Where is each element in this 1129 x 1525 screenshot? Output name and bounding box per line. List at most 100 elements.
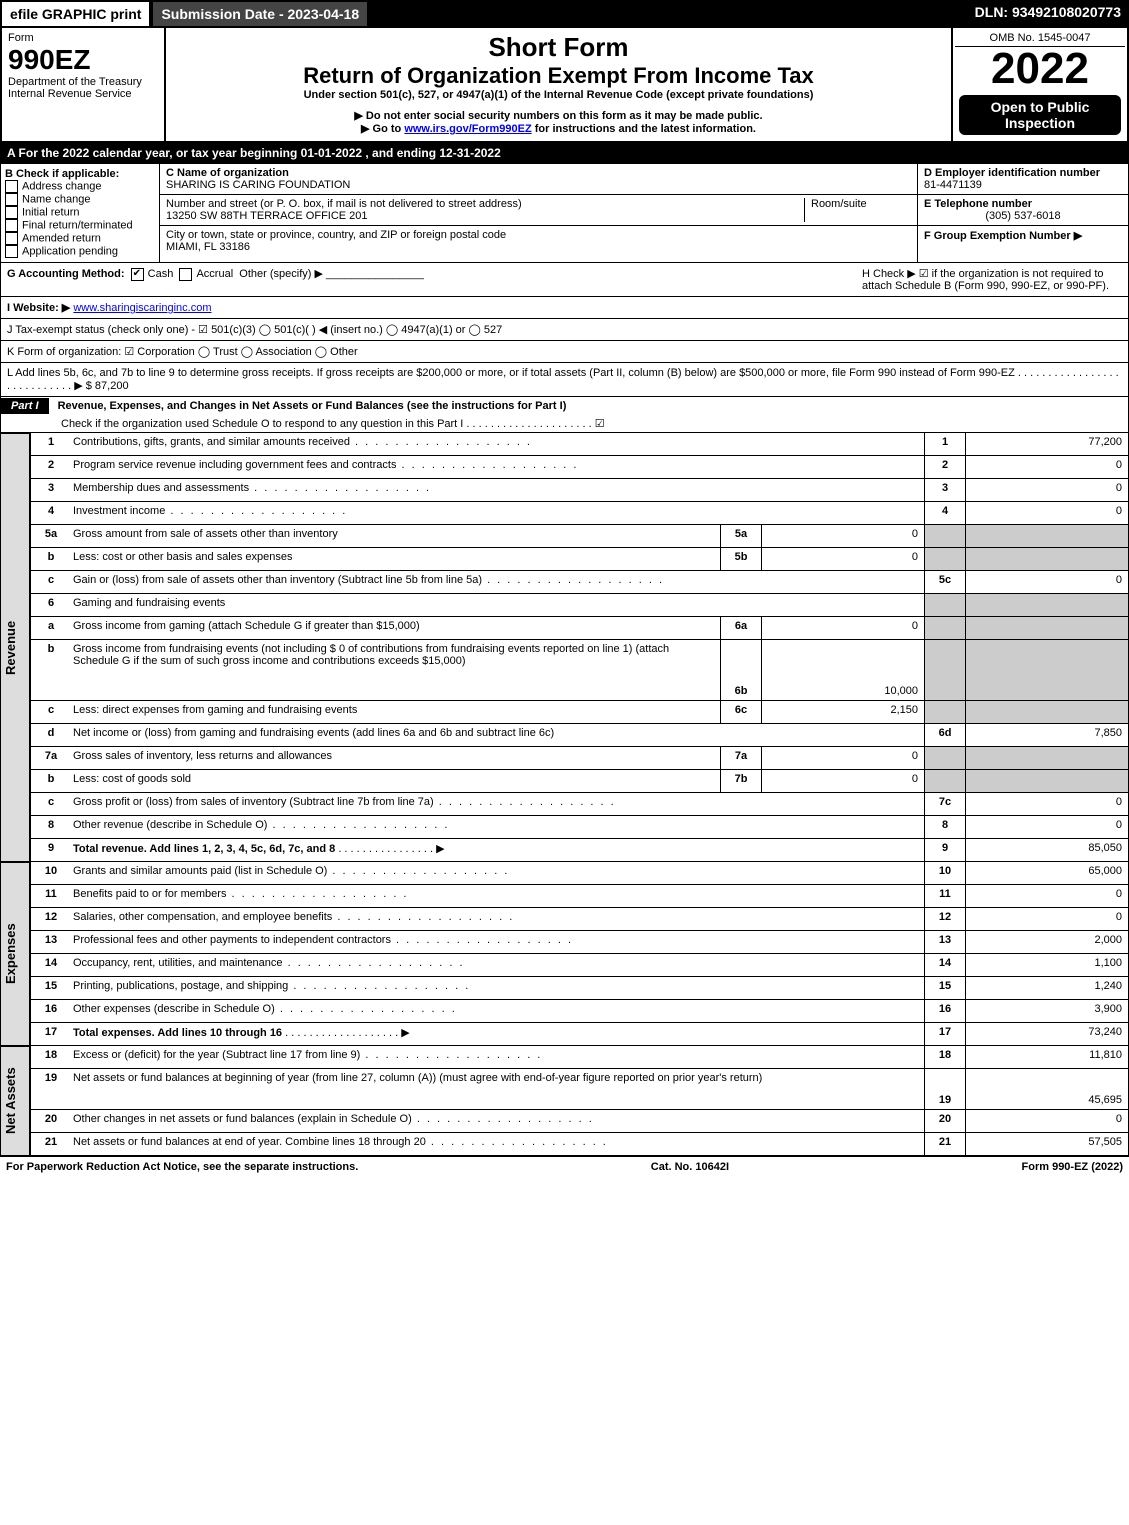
line-19: 19 Net assets or fund balances at beginn… bbox=[30, 1069, 1129, 1110]
side-net-assets: Net Assets bbox=[0, 1046, 30, 1156]
line-4: 4 Investment income 4 0 bbox=[30, 502, 1129, 525]
line-6b: b Gross income from fundraising events (… bbox=[30, 640, 1129, 701]
g-other: Other (specify) ▶ bbox=[239, 268, 323, 280]
right-block: OMB No. 1545-0047 2022 Open to Public In… bbox=[951, 28, 1127, 141]
line-5b: b Less: cost or other basis and sales ex… bbox=[30, 548, 1129, 571]
subtitle-1: Under section 501(c), 527, or 4947(a)(1)… bbox=[170, 89, 947, 101]
section-def: D Employer identification number 81-4471… bbox=[917, 164, 1128, 262]
line-5a: 5a Gross amount from sale of assets othe… bbox=[30, 525, 1129, 548]
ln11-rv: 0 bbox=[966, 885, 1128, 907]
ln6a-rv bbox=[966, 617, 1128, 639]
top-bar: efile GRAPHIC print Submission Date - 20… bbox=[0, 0, 1129, 28]
ln6b-rv bbox=[966, 640, 1128, 700]
ln6b-desc: Gross income from fundraising events (no… bbox=[71, 640, 720, 700]
ln3-rv: 0 bbox=[966, 479, 1128, 501]
f-label: F Group Exemption Number ▶ bbox=[924, 230, 1082, 242]
chk-pending[interactable] bbox=[5, 245, 18, 258]
line-20: 20 Other changes in net assets or fund b… bbox=[30, 1110, 1129, 1133]
ln5c-desc: Gain or (loss) from sale of assets other… bbox=[71, 571, 924, 593]
ln12-num: 12 bbox=[31, 908, 71, 930]
g-accrual: Accrual bbox=[196, 268, 233, 280]
ln18-rv: 11,810 bbox=[966, 1046, 1128, 1068]
ln5b-num: b bbox=[31, 548, 71, 570]
open-public-badge: Open to Public Inspection bbox=[959, 95, 1121, 135]
k-block: K Form of organization: ☑ Corporation ◯ … bbox=[0, 341, 1129, 363]
ln15-desc: Printing, publications, postage, and shi… bbox=[71, 977, 924, 999]
ln17-rv: 73,240 bbox=[966, 1023, 1128, 1045]
ln6b-num: b bbox=[31, 640, 71, 700]
ln6a-num: a bbox=[31, 617, 71, 639]
b-item-2: Initial return bbox=[22, 206, 79, 218]
line-7a: 7a Gross sales of inventory, less return… bbox=[30, 747, 1129, 770]
goto-post: for instructions and the latest informat… bbox=[535, 123, 756, 135]
line-3: 3 Membership dues and assessments 3 0 bbox=[30, 479, 1129, 502]
ln7a-sv: 0 bbox=[762, 747, 924, 769]
form-header: Form 990EZ Department of the Treasury In… bbox=[0, 28, 1129, 143]
ln5b-sv: 0 bbox=[762, 548, 924, 570]
goto-pre: ▶ Go to bbox=[361, 123, 404, 135]
chk-initial-return[interactable] bbox=[5, 206, 18, 219]
ln1-num: 1 bbox=[31, 433, 71, 455]
ln7b-desc: Less: cost of goods sold bbox=[71, 770, 720, 792]
line-15: 15 Printing, publications, postage, and … bbox=[30, 977, 1129, 1000]
irs-link[interactable]: www.irs.gov/Form990EZ bbox=[404, 123, 531, 135]
net-assets-section: Net Assets 18 Excess or (deficit) for th… bbox=[0, 1046, 1129, 1156]
ln21-desc: Net assets or fund balances at end of ye… bbox=[71, 1133, 924, 1155]
chk-final-return[interactable] bbox=[5, 219, 18, 232]
ln6c-sn: 6c bbox=[720, 701, 762, 723]
ln6b-rn bbox=[924, 640, 966, 700]
ln7a-sn: 7a bbox=[720, 747, 762, 769]
ln5b-sn: 5b bbox=[720, 548, 762, 570]
ln8-num: 8 bbox=[31, 816, 71, 838]
ln7a-rv bbox=[966, 747, 1128, 769]
b-item-1: Name change bbox=[22, 193, 91, 205]
ln18-num: 18 bbox=[31, 1046, 71, 1068]
efile-print-label[interactable]: efile GRAPHIC print bbox=[0, 0, 151, 28]
line-6c: c Less: direct expenses from gaming and … bbox=[30, 701, 1129, 724]
ln7c-desc: Gross profit or (loss) from sales of inv… bbox=[71, 793, 924, 815]
e-label: E Telephone number bbox=[924, 198, 1032, 210]
ln10-num: 10 bbox=[31, 862, 71, 884]
ln21-rv: 57,505 bbox=[966, 1133, 1128, 1155]
ln5b-rn bbox=[924, 548, 966, 570]
org-city: MIAMI, FL 33186 bbox=[166, 241, 250, 253]
ln5b-rv bbox=[966, 548, 1128, 570]
ln6-desc: Gaming and fundraising events bbox=[71, 594, 924, 616]
i-block: I Website: ▶ www.sharingiscaringinc.com bbox=[0, 297, 1129, 319]
chk-cash[interactable] bbox=[131, 268, 144, 281]
chk-name-change[interactable] bbox=[5, 193, 18, 206]
footer-right: Form 990-EZ (2022) bbox=[1022, 1161, 1123, 1173]
irs-label: Internal Revenue Service bbox=[8, 88, 158, 100]
ln13-desc: Professional fees and other payments to … bbox=[71, 931, 924, 953]
ln10-desc: Grants and similar amounts paid (list in… bbox=[71, 862, 924, 884]
ln7b-sv: 0 bbox=[762, 770, 924, 792]
ln6d-num: d bbox=[31, 724, 71, 746]
line-7b: b Less: cost of goods sold 7b 0 bbox=[30, 770, 1129, 793]
chk-address-change[interactable] bbox=[5, 180, 18, 193]
ln6d-rn: 6d bbox=[924, 724, 966, 746]
ln6c-rv bbox=[966, 701, 1128, 723]
ln5a-rn bbox=[924, 525, 966, 547]
g-h-block: G Accounting Method: Cash Accrual Other … bbox=[0, 263, 1129, 297]
ln17-desc: Total expenses. Add lines 10 through 16 … bbox=[71, 1023, 924, 1045]
ln7b-rv bbox=[966, 770, 1128, 792]
b-item-5: Application pending bbox=[22, 245, 118, 257]
ln15-num: 15 bbox=[31, 977, 71, 999]
ln21-num: 21 bbox=[31, 1133, 71, 1155]
ln6a-rn bbox=[924, 617, 966, 639]
org-name: SHARING IS CARING FOUNDATION bbox=[166, 179, 350, 191]
chk-accrual[interactable] bbox=[179, 268, 192, 281]
ln6a-desc: Gross income from gaming (attach Schedul… bbox=[71, 617, 720, 639]
ln16-desc: Other expenses (describe in Schedule O) bbox=[71, 1000, 924, 1022]
ln7c-rn: 7c bbox=[924, 793, 966, 815]
ln9-desc: Total revenue. Add lines 1, 2, 3, 4, 5c,… bbox=[71, 839, 924, 861]
ln5c-rv: 0 bbox=[966, 571, 1128, 593]
org-address: 13250 SW 88TH TERRACE OFFICE 201 bbox=[166, 210, 368, 222]
ln2-rn: 2 bbox=[924, 456, 966, 478]
ln14-num: 14 bbox=[31, 954, 71, 976]
website-link[interactable]: www.sharingiscaringinc.com bbox=[73, 302, 211, 314]
chk-amended[interactable] bbox=[5, 232, 18, 245]
ln12-desc: Salaries, other compensation, and employ… bbox=[71, 908, 924, 930]
b-label: B Check if applicable: bbox=[5, 168, 119, 180]
j-block: J Tax-exempt status (check only one) - ☑… bbox=[0, 319, 1129, 341]
